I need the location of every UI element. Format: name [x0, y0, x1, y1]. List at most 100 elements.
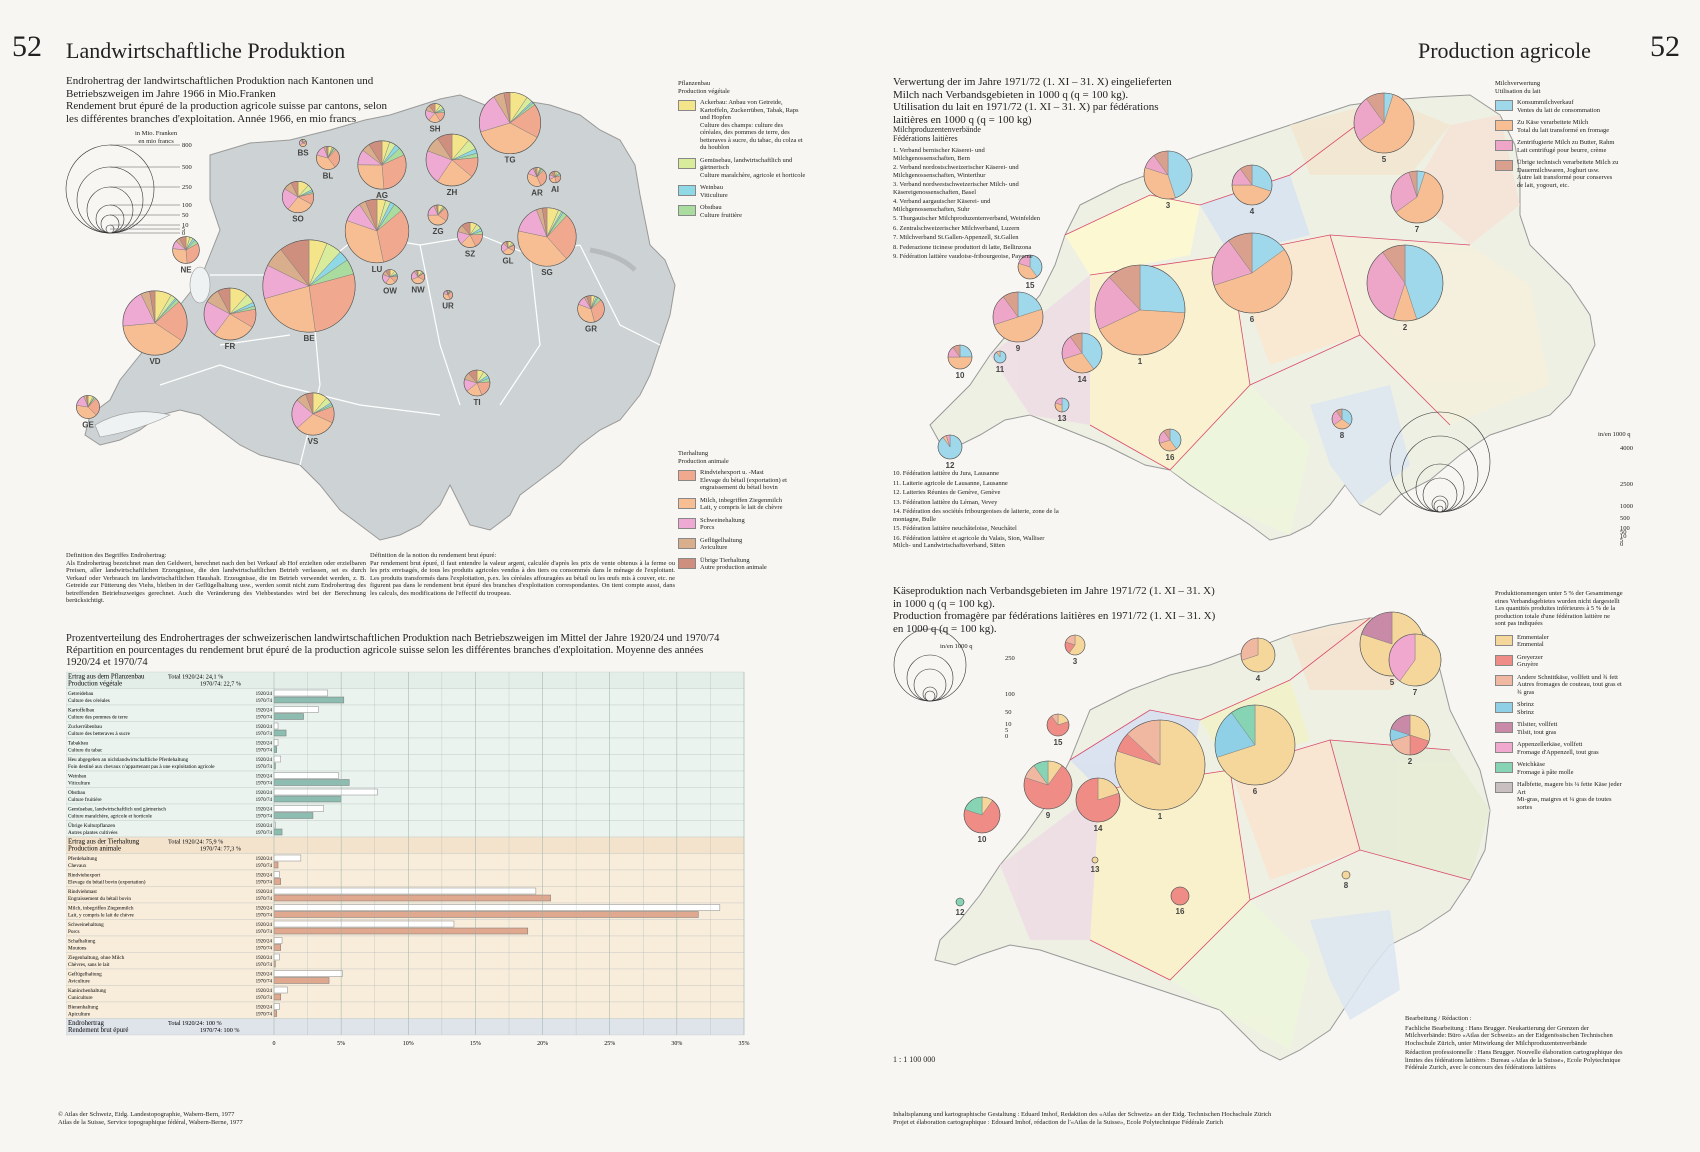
federation-label: 6	[1250, 315, 1255, 324]
series-label: 1970/74	[256, 815, 273, 820]
legend-title: Tierhaltung	[678, 450, 709, 457]
bar-1920-24	[273, 854, 302, 862]
scale-value: 50	[182, 212, 189, 219]
legend-label: Tilsit, tout gras	[1517, 728, 1557, 736]
list-item: 7. Milchverband St.Gallen-Appenzell, St.…	[893, 234, 1019, 241]
canton-label: SG	[541, 268, 553, 277]
bar-1970-74	[273, 944, 281, 951]
footer-line: Inhaltsplanung und kartographische Gesta…	[893, 1111, 1272, 1118]
legend-label: Lait, y compris le lait de chèvre	[700, 504, 783, 511]
series-label: 1970/74	[256, 930, 273, 935]
x-tick-label: 30%	[671, 1041, 682, 1047]
series-label: 1970/74	[256, 897, 273, 902]
federations-title: Fédérations laitières	[893, 134, 958, 143]
legend-cheese: Produktionsmengen unter 5 % der Gesamtme…	[1495, 590, 1623, 816]
category-label-fr: Production végétale	[68, 681, 122, 688]
legend-swatch	[678, 497, 696, 509]
legend-label: Viticulture	[700, 191, 728, 199]
list-item: 2. Verband nordostschweizerischer Käsere…	[893, 164, 1019, 179]
federation-pie-6	[1211, 232, 1293, 314]
bar-1970-74	[273, 812, 314, 819]
scale-value: 5	[1005, 727, 1009, 734]
map2-title-line: Verwertung der im Jahre 1971/72 (1. XI –…	[893, 76, 1172, 88]
canton-map: SH BS BL AG ZH TG AR AI SO ZG LU SZ GL SG NE OW NW UR BE FR…	[65, 91, 676, 541]
category-label-de: Milch, inbegriffen Ziegenmilch	[68, 905, 134, 912]
definition-fr: Définition de la notion du rendement bru…	[370, 552, 675, 597]
federation-label: 13	[1091, 865, 1100, 874]
federation-pie-8	[1331, 408, 1353, 430]
federation-pie-14	[1061, 332, 1103, 374]
legend-item: Andere Schnittkäse, vollfett und ¾ fett A…	[1495, 674, 1623, 697]
series-label: 1920/24	[256, 808, 273, 813]
category-label-fr: Engraissement du bétail bovin	[68, 896, 131, 902]
legend-item: Tilsiter, vollfett Tilsit, tout gras	[1495, 721, 1623, 736]
federation-label: 10	[978, 835, 987, 844]
canton-pie-sz	[457, 222, 483, 248]
legend-title: Milchverwertung	[1495, 80, 1541, 87]
x-tick-label: 0	[273, 1041, 276, 1047]
list-item: 10. Fédération laitière du Jura, Lausann…	[893, 470, 999, 477]
legend-item: Schweinehaltung Porcs	[678, 517, 806, 532]
canton-pie-nw	[410, 269, 426, 285]
cheese-note-line: production totale d'une fédération laiti…	[1495, 612, 1611, 620]
canton-pie-fr	[203, 287, 257, 341]
region-3	[1065, 195, 1200, 275]
federation-label: 1	[1158, 812, 1163, 821]
category-label-de: Obstbau	[68, 790, 86, 796]
category-label-fr: Apiculture	[68, 1012, 91, 1018]
legend-title: Pflanzenbau	[678, 80, 711, 87]
canton-label: FR	[225, 342, 236, 351]
cheese-pie-14	[1075, 777, 1121, 823]
legend-item: Appenzellerkäse, vollfett Fromage d'Appen…	[1495, 741, 1623, 756]
legend-item: Milch, inbegriffen Ziegenmilch Lait, y co…	[678, 497, 806, 512]
bar-1920-24	[273, 689, 328, 697]
canton-label: BE	[303, 334, 315, 343]
cheese-note-line: Produktionsmengen unter 5 % der Gesamtme…	[1495, 590, 1623, 597]
legend-swatch	[678, 185, 696, 196]
region-4	[1200, 175, 1310, 255]
scale-title-line: in Mio. Franken	[135, 130, 178, 137]
map2-title-line: Utilisation du lait en 1971/72 (1. XI – …	[893, 101, 1159, 113]
total-label: 1970/74: 100 %	[200, 1027, 240, 1034]
series-label: 1970/74	[256, 749, 273, 754]
legend-swatch	[1495, 160, 1513, 171]
federation-label: 11	[996, 365, 1005, 374]
cheese-note-line: sont pas indiquées	[1495, 620, 1543, 627]
legend-label: Lait centrifugé pour beurre, crème	[1517, 146, 1607, 154]
series-label: 1970/74	[256, 980, 273, 985]
credits-right: Bearbeitung / Rédaction : Fachliche Bearb…	[1405, 1015, 1625, 1074]
series-label: 1970/74	[256, 996, 273, 1001]
federation-label: 5	[1390, 678, 1395, 687]
footer-line: Projet et élaboration cartographique : E…	[893, 1118, 1224, 1126]
legend-item: Halbfette, magere bis ¼ fette Käse jeder…	[1495, 781, 1623, 811]
map1-size-scale	[65, 144, 180, 234]
legend-label: Fromage à pâte molle	[1517, 768, 1574, 776]
map3-title-line: Production fromagère par fédérations lai…	[893, 610, 1216, 622]
federation-label: 4	[1256, 674, 1261, 683]
region-9	[990, 275, 1090, 425]
definition-de: Definition des Begriffes Endrohertrag: A…	[66, 552, 366, 605]
category-label-de: Rindviehmast	[68, 889, 97, 895]
bar-1970-74	[273, 894, 551, 902]
canton-pie-sh	[425, 103, 445, 123]
legend-label: Weinbau	[700, 184, 723, 191]
canton-pie-gl	[500, 240, 516, 256]
total-label: 1970/74: 77,3 %	[200, 846, 241, 853]
legend-label: Übrige technisch verarbeitete Milch zu D…	[1517, 159, 1619, 174]
legend-title: Utilisation du lait	[1495, 87, 1541, 95]
legend-label: Gruyère	[1517, 661, 1539, 668]
bar-1970-74	[273, 993, 281, 1001]
x-tick-label: 10%	[403, 1041, 414, 1047]
pie-slice	[947, 356, 973, 370]
bar-1970-74	[273, 746, 277, 753]
category-label-fr: Lait, y compris le lait de chèvre	[68, 913, 135, 919]
federation-pie-3	[1143, 150, 1193, 200]
scale-value: 500	[1620, 515, 1630, 522]
series-label: 1970/74	[256, 699, 273, 704]
scale-title-line: en mio francs	[138, 137, 174, 145]
